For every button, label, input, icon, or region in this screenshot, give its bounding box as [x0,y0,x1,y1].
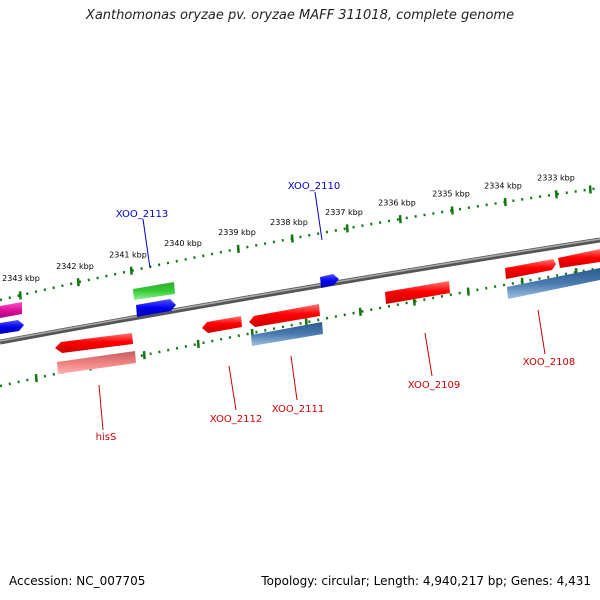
gene-magenta [0,302,22,318]
genome-backbone [0,237,600,345]
inner-scale-dots [0,266,600,388]
gene-red-top-1 [385,281,450,304]
gene-red-xoo-2111 [249,304,320,327]
map-title: Xanthomonas oryzae pv. oryzae MAFF 31101… [85,8,515,23]
scale-label: 2340 kbp [164,239,202,248]
gene-pink-his [57,351,136,374]
outer-major-tick [450,206,454,215]
gene-label-xoo-2110: XOO_2110 [288,181,340,192]
gene-red-top-2 [505,259,556,279]
scale-label: 2337 kbp [325,208,363,217]
scale-label: 2339 kbp [218,228,256,237]
gene-label-xoo-2108: XOO_2108 [523,357,575,368]
outer-major-tick [554,190,558,199]
outer-major-tick [18,291,22,300]
outer-major-tick [236,244,240,253]
outer-major-tick [290,234,294,243]
outer-major-tick [503,197,507,207]
gene-label-xoo-2112: XOO_2112 [210,414,262,425]
gene-labels: XOO_2113 XOO_2110 hisS XOO_2112 XOO_2111… [96,181,576,443]
scale-label: 2334 kbp [484,181,522,190]
gene-label-xoo-2111: XOO_2111 [272,404,324,415]
reverse-strand-features [0,268,600,374]
genome-backbone-highlight [0,238,600,342]
gene-red-xoo-2112 [202,316,242,333]
scale-label: 2338 kbp [270,218,308,227]
leader-xoo-2109 [424,332,433,377]
inner-major-tick [466,287,470,296]
leader-xoo-2111 [290,355,298,401]
inner-major-tick [34,374,38,383]
scale-labels: 2343 kbp 2342 kbp 2341 kbp 2340 kbp 2339 kbp… [2,173,575,283]
gene-label-hiss: hisS [96,432,117,443]
gene-red-his [55,333,133,353]
scale-label: 2333 kbp [537,173,575,182]
outer-major-tick [398,215,402,224]
outer-major-tick [588,185,592,194]
label-leaders [98,191,546,431]
scale-label: 2335 kbp [432,190,470,199]
gene-blue-left [0,320,24,334]
gene-blue-xoo-2113 [136,299,176,317]
genome-summary-text: Topology: circular; Length: 4,940,217 bp… [261,574,591,588]
gene-xoo-2110-blue [320,274,339,288]
inner-major-tick [142,351,146,360]
gene-red-top-3 [558,249,600,268]
scale-label: 2342 kbp [56,262,94,271]
accession-text: Accession: NC_007705 [9,574,146,588]
outer-major-tick [76,278,80,287]
leader-xoo-2110 [314,191,323,241]
gene-label-xoo-2109: XOO_2109 [408,380,460,391]
forward-strand-features [0,249,600,318]
leader-xoo-2108 [537,309,546,355]
leader-xoo-2112 [228,365,237,411]
outer-scale-ring: 2343 kbp 2342 kbp 2341 kbp 2340 kbp 2339 kbp… [0,173,600,302]
scale-label: 2343 kbp [2,274,40,283]
outer-major-tick [129,266,133,275]
outer-scale-dots [0,186,600,302]
gene-label-xoo-2113: XOO_2113 [116,209,168,220]
scale-label: 2341 kbp [109,250,147,259]
outer-scale-ticks [18,185,592,300]
outer-major-tick [345,224,349,233]
leader-hiss [98,384,104,431]
inner-major-tick [358,307,362,316]
leader-xoo-2113 [142,218,151,269]
gene-xoo-2113-green [133,282,175,300]
inner-major-tick [196,339,200,349]
gene-steel-xoo-2108 [507,268,600,299]
gene-steel-xoo-2111 [251,322,323,346]
scale-label: 2336 kbp [378,199,416,208]
